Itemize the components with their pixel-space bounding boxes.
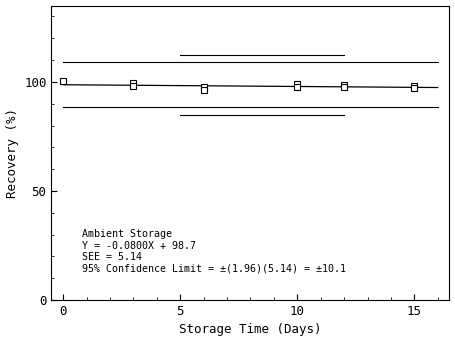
Text: Ambient Storage
Y = -0.0800X + 98.7
SEE = 5.14
95% Confidence Limit = ±(1.96)(5.: Ambient Storage Y = -0.0800X + 98.7 SEE … — [82, 229, 346, 274]
Y-axis label: Recovery (%): Recovery (%) — [5, 108, 19, 198]
X-axis label: Storage Time (Days): Storage Time (Days) — [179, 324, 322, 337]
